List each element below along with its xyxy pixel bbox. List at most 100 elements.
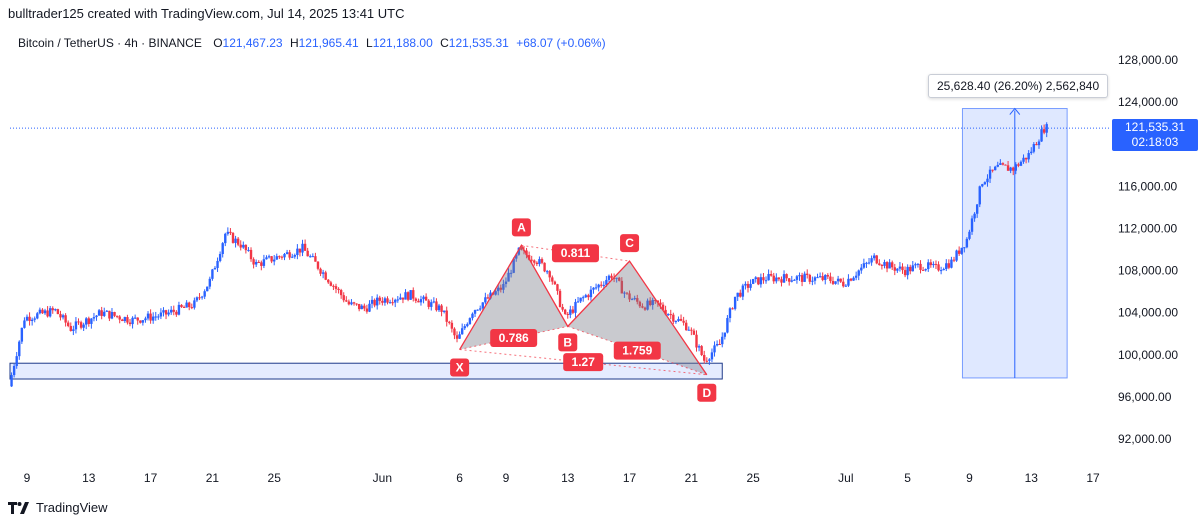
- candle-body: [445, 310, 448, 322]
- pattern-ratio-line: [521, 244, 630, 262]
- time-tick-label: 5: [904, 471, 911, 485]
- harmonic-pattern: X A B C D 0.786 0.811 1.27 1.759: [450, 218, 717, 402]
- candle-body: [751, 279, 755, 284]
- candle-body: [924, 269, 927, 271]
- candle-body: [798, 275, 801, 277]
- candle-body: [388, 302, 392, 304]
- candle-body: [97, 310, 101, 316]
- candle-body: [172, 309, 175, 312]
- candle-body: [15, 356, 18, 366]
- candle-body: [692, 330, 696, 335]
- candle-body: [206, 286, 209, 292]
- candle-body: [901, 266, 904, 271]
- candle-body: [229, 231, 232, 234]
- candle-body: [200, 296, 204, 298]
- candle-body: [870, 258, 873, 263]
- candle-body: [543, 262, 546, 272]
- candle-body: [872, 255, 876, 259]
- price-tick-label: 128,000.00: [1118, 53, 1178, 67]
- candle-body: [198, 297, 201, 299]
- candle-body: [659, 302, 662, 305]
- candle-body: [715, 344, 719, 346]
- candle-body: [435, 301, 438, 311]
- candle-body: [517, 247, 521, 255]
- candle-body: [23, 320, 26, 328]
- candle-body: [875, 255, 878, 264]
- candle-body: [638, 301, 642, 307]
- time-tick-label: 13: [82, 471, 96, 485]
- candle-body: [708, 359, 711, 361]
- candle-body: [785, 274, 788, 279]
- candle-body: [378, 297, 381, 301]
- pattern-ratio-label: 1.27: [572, 355, 596, 369]
- candle-body: [520, 247, 523, 250]
- candle-body: [945, 263, 948, 270]
- candle-body: [916, 263, 920, 265]
- time-tick-label: 13: [561, 471, 575, 485]
- candle-body: [538, 259, 541, 265]
- candle-body: [226, 231, 230, 234]
- candle-body: [769, 273, 773, 276]
- candle-body: [777, 277, 781, 280]
- time-tick-label: 17: [144, 471, 158, 485]
- pattern-point-d: D: [702, 386, 711, 400]
- candle-body: [1006, 165, 1010, 171]
- candle-body: [298, 248, 302, 253]
- candle-body: [121, 319, 124, 322]
- candle-body: [280, 256, 284, 258]
- candle-body: [793, 279, 796, 281]
- candle-body: [115, 315, 119, 317]
- candle-body: [854, 275, 858, 278]
- candle-body: [159, 312, 163, 317]
- candle-body: [746, 283, 750, 288]
- candle-body: [118, 316, 121, 320]
- candle-body: [1037, 141, 1041, 146]
- tradingview-brand[interactable]: TradingView: [8, 500, 108, 515]
- candle-body: [957, 250, 961, 254]
- candle-body: [602, 284, 605, 286]
- candle-body: [195, 297, 199, 301]
- candle-body: [824, 275, 827, 280]
- tradingview-wordmark: TradingView: [36, 500, 108, 515]
- candle-body: [43, 310, 47, 314]
- tradingview-logo-icon: [8, 501, 30, 514]
- candle-body: [497, 287, 500, 292]
- candle-body: [38, 309, 42, 314]
- candle-body: [254, 261, 258, 265]
- candle-body: [327, 279, 330, 283]
- pattern-point-a: A: [517, 220, 526, 234]
- candle-body: [821, 276, 824, 280]
- candle-body: [136, 317, 139, 321]
- candle-body: [87, 318, 90, 324]
- open-label: O: [213, 36, 223, 50]
- candle-body: [767, 273, 770, 281]
- support-zone-rect: [9, 362, 723, 380]
- candle-body: [381, 300, 384, 303]
- candle-body: [249, 249, 253, 260]
- candle-body: [319, 268, 322, 274]
- candle-body: [190, 307, 193, 309]
- measure-arrow-head: [1009, 107, 1021, 115]
- candle-body: [788, 278, 791, 282]
- time-axis: 9 13 17 21 25 Jun 6 9 13 17 21 25 Jul 5 9 13 17: [24, 471, 1100, 485]
- candle-body: [468, 318, 472, 325]
- candle-body: [484, 297, 487, 303]
- candle-body: [744, 283, 747, 286]
- candle-body: [67, 322, 70, 326]
- candle-body: [69, 325, 72, 331]
- candle-body: [1032, 144, 1036, 152]
- candle-body: [453, 328, 456, 336]
- pattern-point-b-bg: [558, 333, 578, 352]
- candle-body: [849, 278, 853, 281]
- candle-body: [1042, 129, 1046, 133]
- candle-body: [533, 260, 536, 263]
- candle-body: [811, 280, 814, 282]
- candle-body: [394, 299, 397, 303]
- candle-body: [301, 243, 304, 253]
- candle-body: [679, 318, 683, 321]
- candle-body: [978, 186, 981, 205]
- pattern-ratio-label: 0.786: [499, 331, 529, 345]
- symbol-name[interactable]: Bitcoin / TetherUS · 4h · BINANCE: [18, 36, 202, 50]
- candle-body: [221, 243, 224, 255]
